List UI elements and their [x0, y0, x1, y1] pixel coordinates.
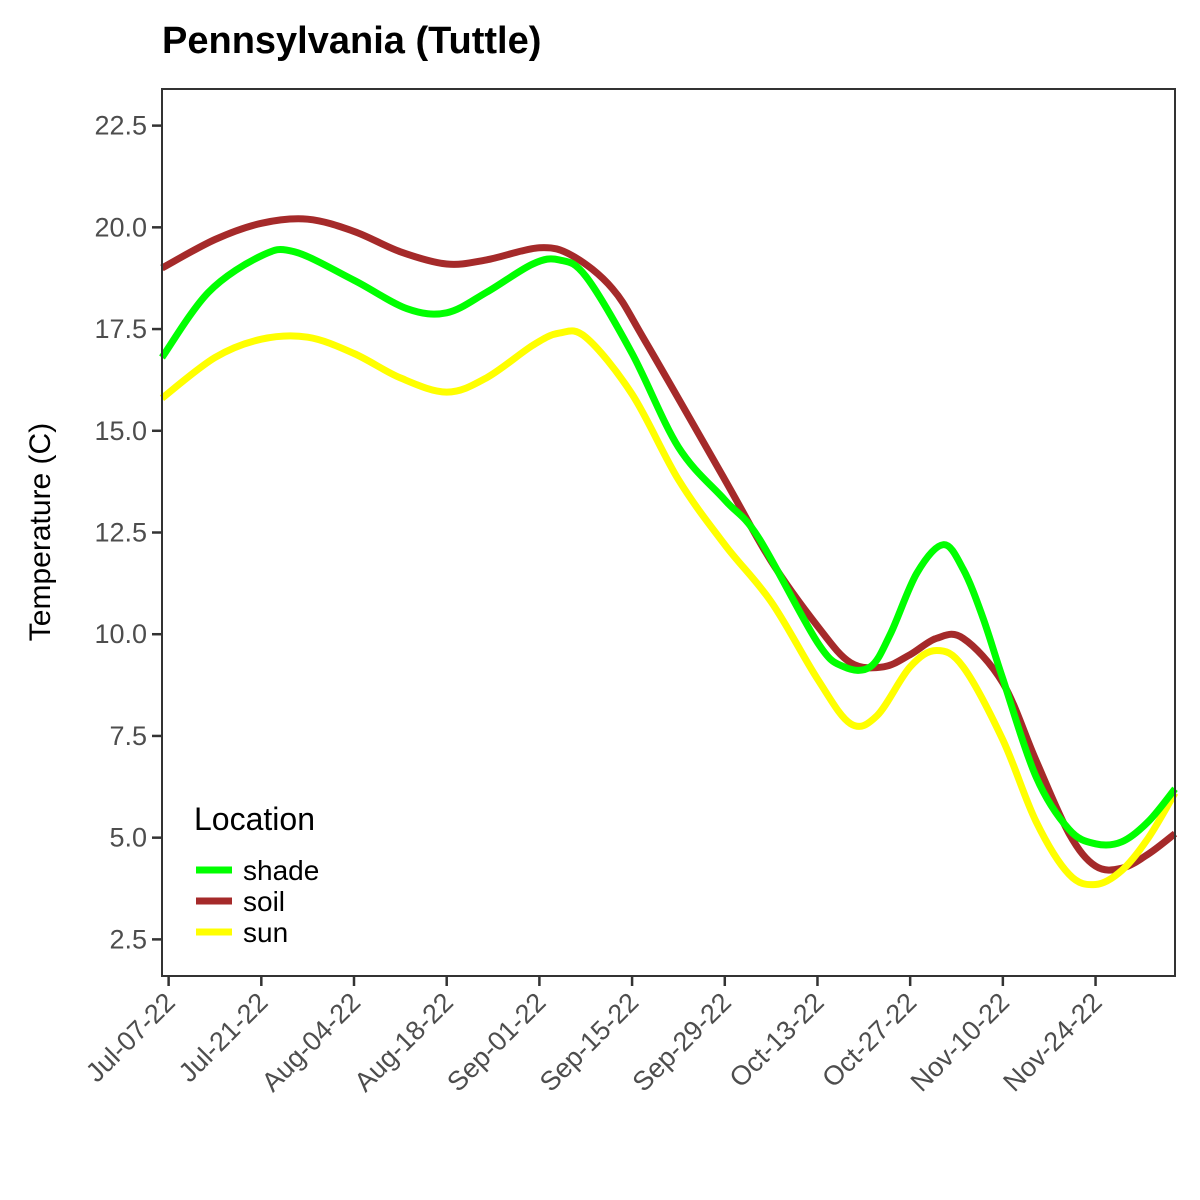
- y-axis-label: Temperature (C): [24, 423, 57, 641]
- series-line-soil: [160, 215, 1178, 874]
- x-tick-label: Jul-07-22: [80, 987, 181, 1088]
- legend-label-shade: shade: [243, 855, 319, 886]
- x-tick-label: Oct-13-22: [724, 987, 830, 1093]
- x-tick-label: Nov-24-22: [997, 987, 1107, 1097]
- series-layer: [159, 215, 1179, 889]
- legend-label-sun: sun: [243, 917, 288, 948]
- y-tick-label: 15.0: [94, 416, 147, 446]
- y-tick-label: 2.5: [109, 924, 147, 954]
- y-tick-label: 12.5: [94, 518, 147, 548]
- x-tick-label: Aug-18-22: [349, 987, 459, 1097]
- y-tick-label: 7.5: [109, 721, 147, 751]
- y-axis: 2.5 5.0 7.5 10.0 12.5 15.0 17.5 20.0 22.5: [94, 111, 162, 954]
- series-line-shade: [159, 245, 1178, 849]
- legend-title: Location: [194, 801, 315, 837]
- legend-label-soil: soil: [243, 886, 285, 917]
- x-tick-label: Sep-01-22: [441, 987, 551, 1097]
- x-axis: Jul-07-22Jul-21-22Aug-04-22Aug-18-22Sep-…: [80, 976, 1108, 1097]
- y-tick-label: 10.0: [94, 619, 147, 649]
- x-tick-label: Sep-29-22: [627, 987, 737, 1097]
- y-tick-label: 20.0: [94, 212, 147, 242]
- chart-title: Pennsylvania (Tuttle): [162, 20, 541, 62]
- x-tick-label: Nov-10-22: [905, 987, 1015, 1097]
- y-tick-label: 5.0: [109, 823, 147, 853]
- y-tick-label: 17.5: [94, 314, 147, 344]
- y-tick-label: 22.5: [94, 111, 147, 141]
- series-line-sun: [159, 327, 1179, 889]
- x-tick-label: Sep-15-22: [534, 987, 644, 1097]
- x-tick-label: Aug-04-22: [256, 987, 366, 1097]
